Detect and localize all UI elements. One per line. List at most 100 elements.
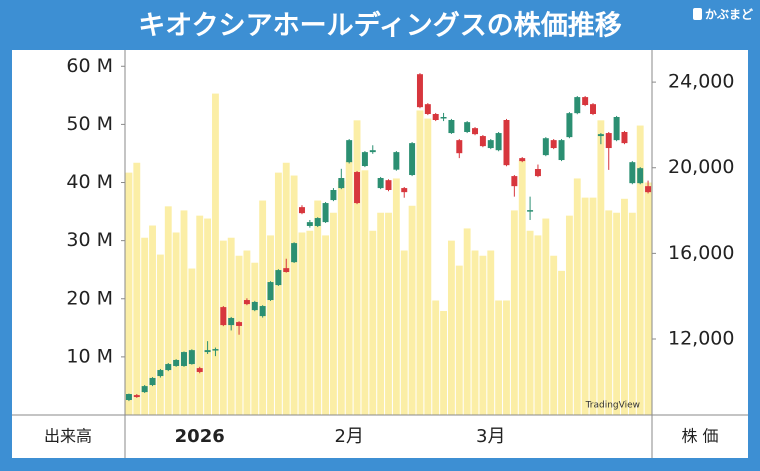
volume-bar: [597, 120, 605, 416]
volume-bar: [204, 218, 212, 415]
volume-bar: [298, 232, 306, 415]
volume-bar: [141, 237, 149, 415]
volume-bar: [377, 212, 385, 415]
candle-body: [338, 178, 345, 189]
plot: [125, 73, 652, 416]
candle-body: [220, 307, 227, 326]
candle-body: [645, 186, 652, 193]
volume-bar: [605, 210, 613, 415]
axis-label: 株 価: [681, 427, 718, 446]
y2-tick-label: 12,000: [668, 328, 734, 350]
volume-bar: [133, 162, 141, 415]
volume-bar: [235, 255, 243, 415]
volume-bar: [447, 240, 455, 415]
candle-body: [236, 322, 243, 326]
volume-bar: [385, 212, 392, 415]
candle-body: [385, 180, 392, 191]
candle-body: [440, 117, 447, 119]
volume-bar: [330, 212, 337, 415]
y2-tick-label: 24,000: [668, 71, 734, 93]
candle-body: [228, 318, 235, 326]
volume-bar: [369, 230, 377, 415]
volume-bar: [471, 250, 479, 415]
candle-body: [196, 368, 203, 372]
candle-body: [306, 222, 313, 226]
volume-bar: [345, 160, 353, 415]
candle-body: [275, 270, 282, 286]
volume-bar: [636, 125, 644, 416]
logo-icon: [693, 8, 702, 20]
candle-body: [527, 210, 534, 212]
volume-bar: [644, 182, 652, 415]
candle-body: [173, 359, 180, 366]
candle-body: [432, 114, 439, 121]
volume-bar: [314, 200, 322, 415]
candle-body: [613, 117, 620, 141]
volume-bar: [219, 240, 227, 415]
candle-body: [456, 140, 463, 154]
volume-bar: [400, 250, 408, 415]
candle-body: [605, 133, 612, 149]
candle-body: [637, 168, 644, 184]
volume-bar: [164, 206, 172, 415]
candle-body: [251, 301, 258, 311]
candle-body: [322, 203, 329, 223]
volume-bar: [621, 198, 628, 415]
volume-bar: [306, 230, 314, 415]
candle-body: [401, 188, 408, 193]
y-tick-label: 10 M: [66, 345, 113, 367]
candle-body: [243, 300, 250, 305]
candle-body: [369, 150, 376, 153]
volume-bar: [581, 197, 589, 415]
volume-bar: [518, 160, 526, 415]
candle-body: [149, 377, 156, 386]
volume-bar: [479, 255, 487, 415]
volume-bar: [267, 235, 274, 415]
volume-bar: [455, 265, 463, 415]
candle-body: [204, 350, 211, 353]
chart-title: キオクシアホールディングスの株価推移: [138, 10, 622, 42]
volume-bar: [337, 180, 345, 415]
logo: かぶまど: [705, 8, 753, 22]
volume-bar: [243, 250, 251, 415]
candle-body: [133, 395, 140, 398]
candle-body: [503, 120, 510, 166]
volume-bar: [487, 250, 495, 415]
y-tick-label: 20 M: [66, 287, 113, 309]
candle-body: [495, 133, 502, 151]
candle-body: [165, 364, 172, 371]
candle-body: [267, 282, 274, 301]
candle-body: [590, 104, 596, 115]
volume-bar: [432, 300, 440, 415]
x-tick-label: 2026: [175, 426, 225, 447]
candle-body: [487, 140, 494, 149]
candle-body: [141, 386, 148, 393]
candle-body: [448, 120, 455, 134]
volume-bar: [542, 218, 550, 415]
volume-bar: [251, 262, 259, 415]
volume-bar: [156, 254, 164, 415]
volume-bar: [188, 268, 196, 415]
volume-bar: [392, 178, 400, 415]
candle-body: [511, 176, 518, 187]
candle-body: [621, 131, 628, 144]
axis-label: 出来高: [44, 427, 92, 446]
volume-bar: [613, 212, 621, 415]
volume-bar: [558, 270, 565, 415]
candle-body: [472, 128, 479, 135]
volume-bar: [550, 255, 558, 415]
candle-body: [566, 113, 573, 138]
volume-bar: [196, 215, 204, 415]
volume-bar: [534, 235, 542, 415]
candle-body: [298, 207, 305, 214]
x-tick-label: 2月: [334, 426, 363, 447]
candle-body: [409, 143, 416, 176]
volume-bar: [180, 210, 188, 415]
x-tick-label: 3月: [476, 426, 505, 447]
candle-body: [346, 140, 353, 163]
y2-tick-label: 20,000: [668, 156, 734, 178]
candle-body: [542, 138, 549, 156]
candle-body: [479, 136, 486, 147]
candle-body: [283, 268, 290, 272]
